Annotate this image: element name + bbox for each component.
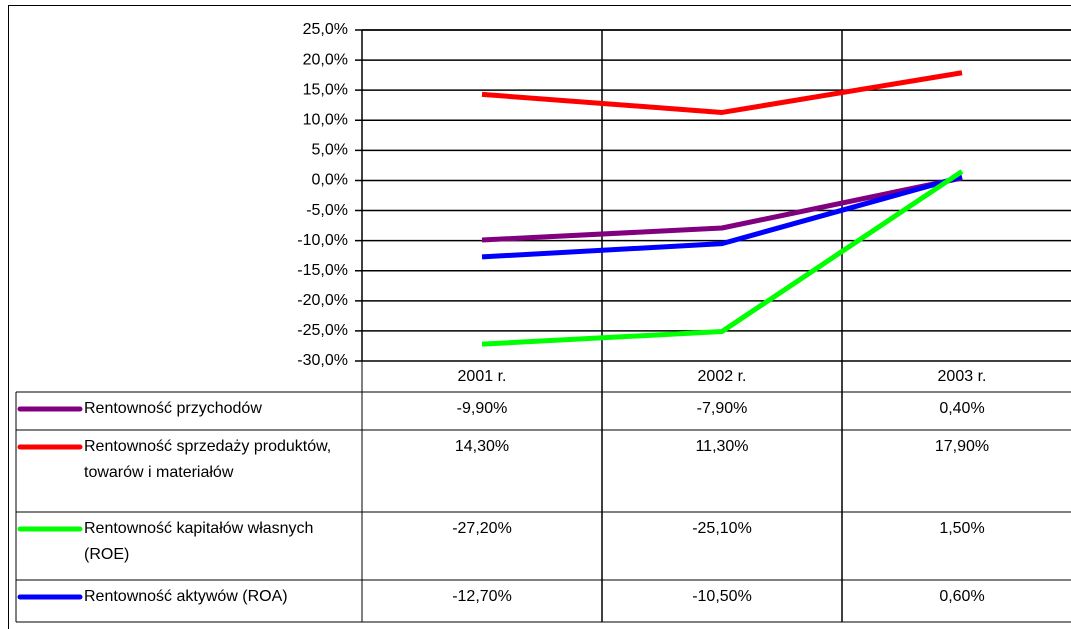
x-tick-label: 2003 r. — [938, 368, 987, 385]
series-line — [481, 70, 963, 115]
series-line — [481, 169, 964, 347]
y-tick-label: -30,0% — [297, 352, 348, 369]
table-value: -27,20% — [452, 520, 512, 537]
y-tick-label: 10,0% — [303, 111, 348, 128]
series-line — [481, 175, 963, 243]
series-line — [481, 174, 963, 260]
y-tick-label: -5,0% — [306, 202, 348, 219]
y-tick-label: 20,0% — [303, 51, 348, 68]
legend-label: Rentowność przychodów — [84, 400, 262, 417]
table-value: -12,70% — [452, 588, 512, 605]
table-value: -25,10% — [692, 520, 752, 537]
table-value: -10,50% — [692, 588, 752, 605]
legend-label: Rentowność kapitałów własnych (ROE) — [84, 520, 314, 563]
y-tick-label: 25,0% — [303, 21, 348, 38]
table-value: 11,30% — [695, 438, 748, 455]
y-tick-label: 5,0% — [312, 142, 348, 159]
chart-border — [8, 5, 1071, 629]
legend-label: Rentowność sprzedaży produktów, towarów … — [84, 438, 332, 481]
legend-label: Rentowność aktywów (ROA) — [84, 588, 288, 605]
y-tick-label: -25,0% — [297, 322, 348, 339]
y-tick-label: -10,0% — [297, 232, 348, 249]
y-tick-label: 0,0% — [312, 172, 348, 189]
y-tick-label: -20,0% — [297, 292, 348, 309]
table-value: 17,90% — [935, 438, 989, 455]
table-value: 0,60% — [939, 588, 984, 605]
table-value: 14,30% — [455, 438, 509, 455]
table-value: -7,90% — [697, 400, 748, 417]
x-tick-label: 2001 r. — [458, 368, 507, 385]
y-tick-label: -15,0% — [297, 262, 348, 279]
x-tick-label: 2002 r. — [698, 368, 747, 385]
table-value: 1,50% — [939, 520, 984, 537]
table-value: 0,40% — [939, 400, 984, 417]
table-value: -9,90% — [457, 400, 508, 417]
y-tick-label: 15,0% — [303, 81, 348, 98]
